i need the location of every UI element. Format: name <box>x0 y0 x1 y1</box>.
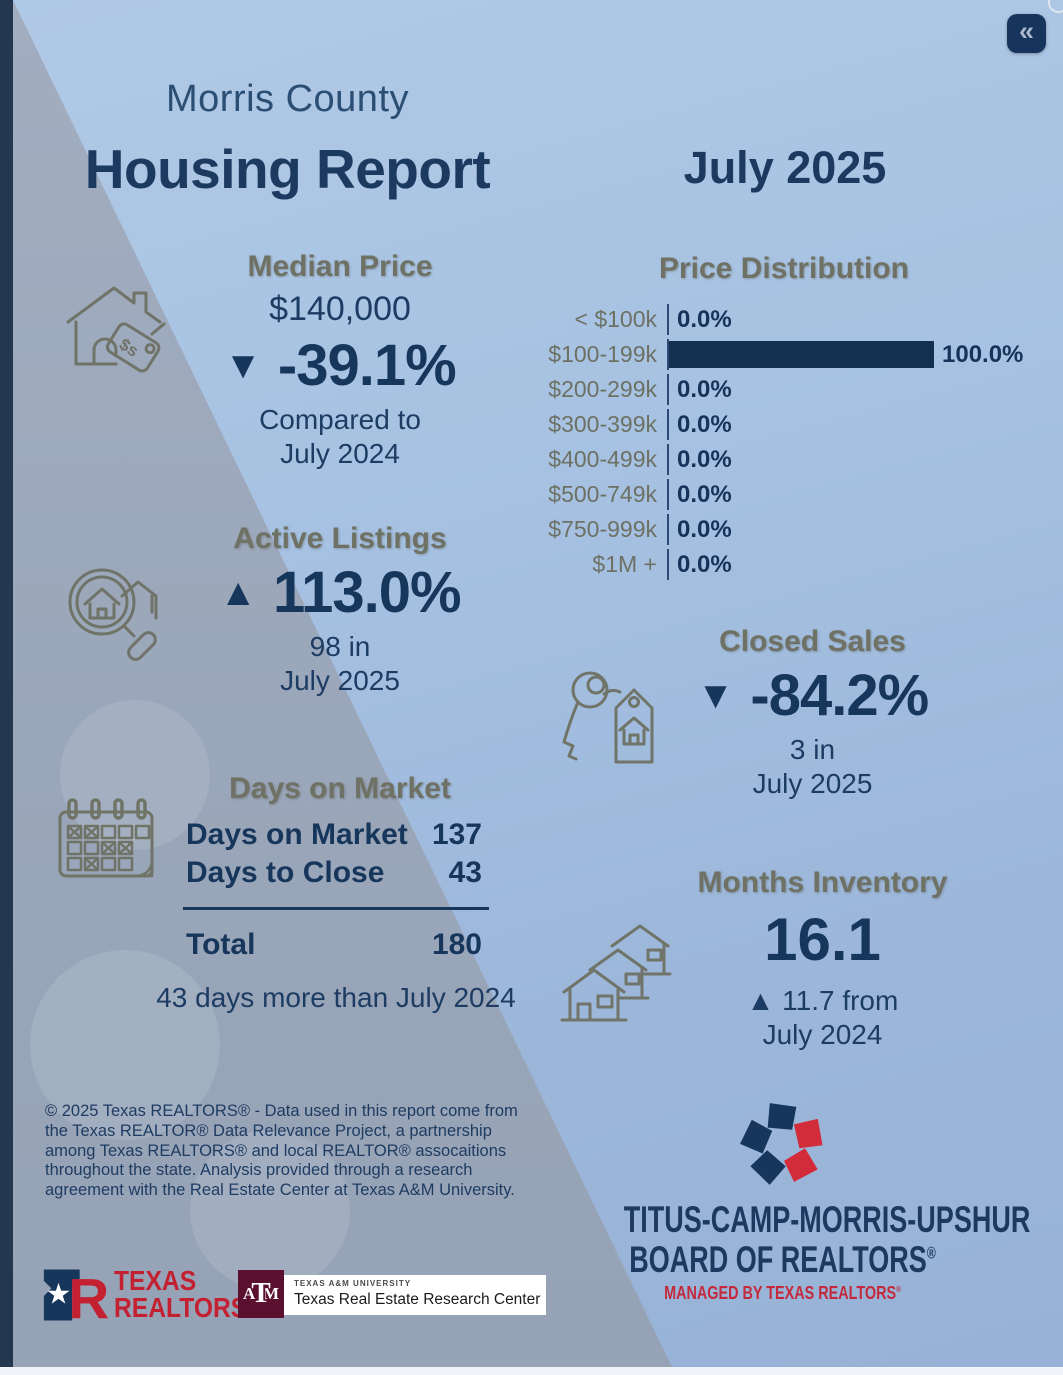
board-tagline: MANAGED BY TEXAS REALTORS® <box>664 1283 901 1303</box>
active-listings-count-line2: July 2025 <box>280 664 400 696</box>
registered-mark: ® <box>926 1243 936 1263</box>
distribution-category-label: $100-199k <box>548 341 657 367</box>
tamu-wordmark: TEXAS A&M UNIVERSITY Texas Real Estate R… <box>284 1275 546 1315</box>
bottom-margin <box>0 1367 1063 1375</box>
distribution-row: < $100k 0.0% <box>545 302 1023 337</box>
collapse-button[interactable]: « <box>1007 14 1046 53</box>
price-distribution-title: Price Distribution <box>658 252 910 285</box>
distribution-value-label: 0.0% <box>677 410 732 438</box>
left-border <box>0 0 13 1367</box>
tamu-logo: A M T TEXAS A&M UNIVERSITY Texas Real Es… <box>238 1270 546 1318</box>
closed-sales-section: Closed Sales ▼ -84.2% 3 in July 2025 <box>640 625 985 800</box>
distribution-category-label: $400-499k <box>548 446 657 472</box>
active-listings-count-line1: 98 in <box>309 631 371 662</box>
months-inventory-change-line2: July 2024 <box>762 1018 883 1050</box>
total-value: 180 <box>431 928 482 961</box>
distribution-row: $500-749k 0.0% <box>545 477 1023 512</box>
up-arrow-icon: ▲ <box>219 572 258 614</box>
distribution-row: $750-999k 0.0% <box>545 512 1023 547</box>
price-distribution-section: Price Distribution < $100k 0.0% $100-199k 1… <box>545 252 1023 582</box>
distribution-row: $300-399k 0.0% <box>545 407 1023 442</box>
houses-stack-icon <box>556 912 684 1035</box>
distribution-row: $400-499k 0.0% <box>545 442 1023 477</box>
median-price-title: Median Price <box>247 250 433 283</box>
title-block: Morris County Housing Report <box>55 78 520 201</box>
pinwheel-star-logo <box>739 1103 822 1185</box>
days-on-market-title: Days on Market <box>229 772 451 805</box>
days-on-market-value: 137 <box>431 818 482 851</box>
active-listings-title: Active Listings <box>233 522 447 555</box>
distribution-value-label: 0.0% <box>677 515 732 543</box>
calendar-icon <box>52 792 158 895</box>
disclaimer-text: © 2025 Texas REALTORS® - Data used in th… <box>45 1102 518 1200</box>
distribution-category-label: $300-399k <box>548 411 657 437</box>
months-inventory-value: 16.1 <box>764 906 881 973</box>
board-name-line1: TITUS-CAMP-MORRIS-UPSHUR <box>623 1199 1031 1240</box>
closed-sales-count-line1: 3 in <box>789 734 836 765</box>
median-price-note-line2: July 2024 <box>280 437 400 469</box>
closed-sales-change: -84.2% <box>750 663 929 728</box>
distribution-row: $1M + 0.0% <box>545 547 1023 582</box>
key-house-icon <box>552 660 674 783</box>
distribution-value-label: 0.0% <box>677 480 732 508</box>
median-price-note-line1: Compared to <box>259 404 421 435</box>
median-price-change: -39.1% <box>277 333 457 398</box>
magnifier-house-icon <box>60 556 180 681</box>
svg-text:★: ★ <box>46 1277 71 1309</box>
distribution-value-label: 0.0% <box>677 445 732 473</box>
report-period: July 2025 <box>683 142 887 193</box>
house-price-tag-icon: $s <box>58 272 170 389</box>
county-title: Morris County <box>166 78 409 120</box>
distribution-category-label: $750-999k <box>548 516 657 542</box>
median-price-value: $140,000 <box>269 290 411 328</box>
days-comparison-note: 43 days more than July 2024 <box>156 982 516 1013</box>
texas-realtors-mark: ★ R <box>43 1268 108 1327</box>
distribution-category-label: < $100k <box>574 306 658 332</box>
days-to-close-value: 43 <box>448 855 482 889</box>
board-logo: TITUS-CAMP-MORRIS-UPSHUR BOARD OF REALTO… <box>565 1098 1031 1304</box>
down-arrow-icon: ▼ <box>696 675 735 717</box>
months-inventory-title: Months Inventory <box>697 866 948 899</box>
tamu-university-label: TEXAS A&M UNIVERSITY <box>294 1279 412 1288</box>
distribution-value-label: 100.0% <box>942 340 1024 368</box>
median-price-section: Median Price $140,000 ▼ -39.1% Compared … <box>175 250 505 470</box>
total-label: Total <box>186 928 256 961</box>
board-name-line2: BOARD OF REALTORS® <box>629 1239 936 1280</box>
tamu-center-label: Texas Real Estate Research Center <box>294 1291 541 1308</box>
closed-sales-count-line2: July 2025 <box>752 767 873 799</box>
days-to-close-label: Days to Close <box>186 855 385 889</box>
days-on-market-label: Days on Market <box>186 818 408 851</box>
distribution-category-label: $500-749k <box>548 481 657 507</box>
days-on-market-table: Days on Market 137 Days to Close 43 <box>186 816 482 891</box>
price-distribution-chart: < $100k 0.0% $100-199k 100.0% $200-299k 0.0% $… <box>545 302 1023 582</box>
registered-mark-fragment <box>1048 0 1063 13</box>
distribution-row: $200-299k 0.0% <box>545 372 1023 407</box>
sum-divider-line <box>183 907 489 910</box>
background-bokeh <box>30 950 220 1140</box>
distribution-value-label: 0.0% <box>677 375 732 403</box>
distribution-row: $100-199k 100.0% <box>545 337 1023 372</box>
active-listings-section: Active Listings ▲ 113.0% 98 in July 2025 <box>175 522 505 697</box>
active-listings-change: 113.0% <box>273 560 462 625</box>
report-title: Housing Report <box>84 138 491 200</box>
svg-text:R: R <box>68 1268 108 1327</box>
distribution-category-label: $1M + <box>592 551 657 577</box>
texas-realtors-wordmark: TEXAS REALTORS® <box>114 1267 255 1321</box>
months-inventory-section: Months Inventory 16.1 ▲ 11.7 from July 2… <box>645 866 1000 1051</box>
down-arrow-icon: ▼ <box>224 345 262 387</box>
months-inventory-change-line1: ▲ 11.7 from <box>746 985 899 1016</box>
background-bokeh <box>190 1130 350 1290</box>
closed-sales-title: Closed Sales <box>719 625 906 658</box>
texas-realtors-logo: ★ R TEXAS REALTORS® <box>42 1263 275 1327</box>
tamu-monogram: A M T <box>238 1270 284 1318</box>
distribution-bar <box>669 341 934 368</box>
collapse-icon: « <box>1018 16 1035 46</box>
distribution-value-label: 0.0% <box>677 305 732 333</box>
days-total-row: Total 180 <box>186 928 482 962</box>
distribution-value-label: 0.0% <box>677 550 732 578</box>
distribution-category-label: $200-299k <box>548 376 657 402</box>
registered-mark: ® <box>896 1285 901 1294</box>
